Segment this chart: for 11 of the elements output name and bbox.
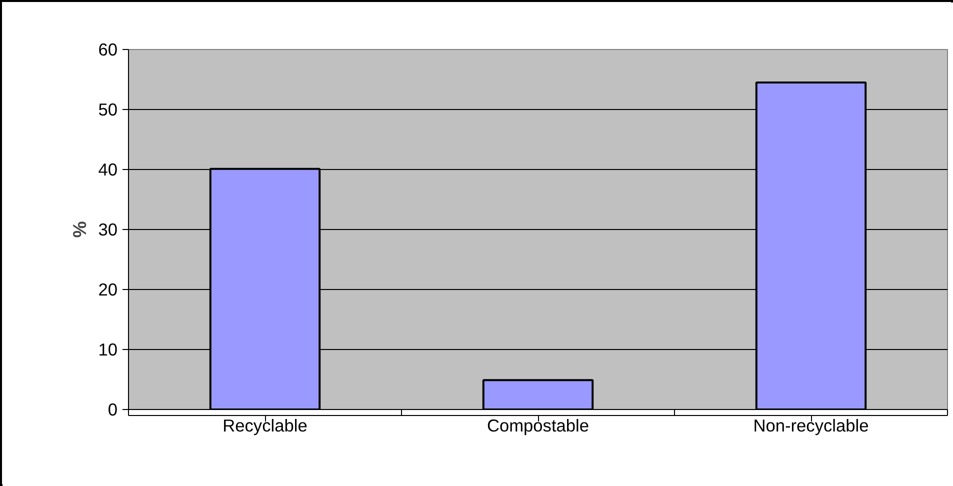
x-tick-label: Compostable <box>486 416 590 436</box>
x-tick-label: Recyclable <box>222 416 308 436</box>
y-tick-label: 20 <box>98 280 118 300</box>
y-axis-title: % <box>69 220 90 238</box>
y-tick-label: 0 <box>108 400 118 420</box>
y-tick-label: 10 <box>98 340 118 360</box>
y-tick-label: 50 <box>98 100 118 120</box>
y-tick-label: 40 <box>98 160 118 180</box>
y-tick-label: 60 <box>98 40 118 60</box>
x-tick-label: Non-recyclable <box>753 416 869 436</box>
y-tick-label: 30 <box>98 220 118 240</box>
